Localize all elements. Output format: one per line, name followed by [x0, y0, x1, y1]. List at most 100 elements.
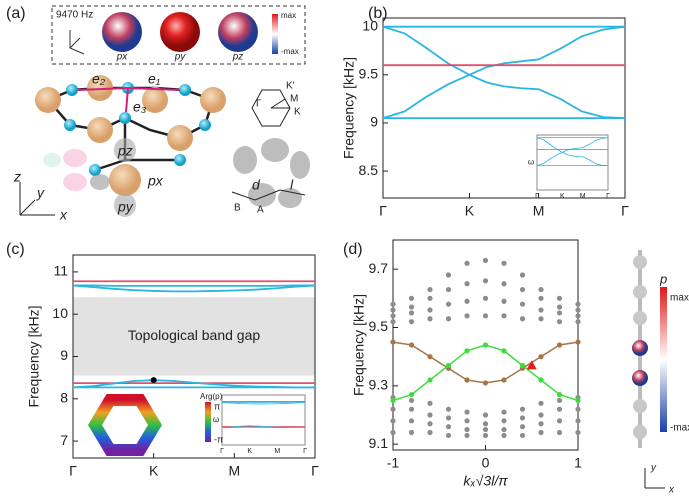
data-point	[464, 427, 469, 432]
data-point	[520, 363, 525, 368]
data-point	[409, 342, 414, 347]
y-axis-label: Frequency [kHz]	[351, 294, 367, 396]
data-point	[483, 296, 488, 301]
inset-tick-label: K	[560, 193, 565, 200]
mode-sphere	[160, 12, 200, 52]
data-point	[464, 281, 469, 286]
vector-label: e₁	[148, 71, 161, 87]
mode-sphere	[102, 12, 142, 52]
x-tick-label: Γ	[311, 463, 319, 479]
data-point	[446, 407, 451, 412]
data-point	[390, 339, 395, 344]
data-point	[575, 307, 580, 312]
orbital-label: px	[147, 173, 164, 189]
data-point	[538, 354, 543, 359]
data-point	[464, 409, 469, 414]
inset-y-label: ω	[528, 158, 534, 167]
axis-label: z	[13, 169, 21, 185]
data-point	[464, 313, 469, 318]
band-gap-label: Topological band gap	[128, 327, 261, 343]
geometry-label: d	[252, 177, 261, 193]
data-point	[409, 319, 414, 324]
data-point	[390, 418, 395, 423]
data-point	[427, 401, 432, 406]
data-point	[520, 316, 525, 321]
phase-min: -π	[214, 434, 223, 444]
data-point	[409, 304, 414, 309]
data-point	[483, 427, 488, 432]
x-tick-label: -1	[387, 455, 400, 471]
data-point	[390, 307, 395, 312]
orbital-label: pz	[117, 143, 133, 159]
data-point	[501, 409, 506, 414]
orbital-label: py	[117, 199, 134, 215]
data-point	[446, 316, 451, 321]
data-point	[446, 272, 451, 277]
inset-tick-label: Γ	[220, 448, 224, 455]
data-point	[446, 433, 451, 438]
highlight-point	[151, 377, 157, 383]
data-point	[557, 319, 562, 324]
data-point	[575, 398, 580, 403]
data-point	[557, 296, 562, 301]
field-min: -max	[670, 423, 689, 434]
data-point	[390, 302, 395, 307]
series-line	[383, 27, 625, 118]
data-point	[446, 424, 451, 429]
data-point	[483, 342, 488, 347]
data-point	[390, 319, 395, 324]
data-point	[427, 316, 432, 321]
axis-label: y	[36, 185, 45, 201]
colorbar-min: -max	[281, 47, 299, 56]
data-point	[427, 307, 432, 312]
field-title: p	[659, 271, 667, 286]
y-tick-label: 9.1	[369, 435, 389, 451]
data-point	[427, 354, 432, 359]
x-tick-label: 0	[482, 455, 490, 471]
data-point	[538, 412, 543, 417]
panel-label: (a)	[6, 5, 26, 22]
data-point	[520, 272, 525, 277]
y-tick-label: 8.5	[359, 162, 379, 178]
data-point	[575, 430, 580, 435]
data-point	[409, 418, 414, 423]
data-point	[501, 427, 506, 432]
data-point	[427, 430, 432, 435]
inset-tick-label: K	[247, 448, 252, 455]
panel-a: (a) 9470 Hz px py pz max -max e₂ e₁ e₃ p…	[6, 5, 310, 222]
x-tick-label: Γ	[621, 203, 629, 219]
data-point	[483, 421, 488, 426]
y-tick-label: 9.3	[369, 377, 389, 393]
colorbar	[272, 14, 278, 54]
data-point	[427, 377, 432, 382]
data-point	[557, 392, 562, 397]
data-point	[483, 433, 488, 438]
data-point	[409, 398, 414, 403]
data-point	[483, 380, 488, 385]
data-point	[483, 313, 488, 318]
data-point	[446, 415, 451, 420]
vector-label: e₂	[92, 71, 106, 87]
data-point	[409, 392, 414, 397]
axis-label: x	[59, 207, 68, 223]
data-point	[464, 299, 469, 304]
y-tick-label: 10	[52, 305, 68, 321]
data-point	[557, 304, 562, 309]
data-point	[390, 313, 395, 318]
y-tick-label: 9.5	[359, 65, 379, 81]
phase-colorbar	[205, 402, 211, 442]
data-point	[501, 313, 506, 318]
data-point	[557, 430, 562, 435]
bz-point: Γ	[256, 99, 262, 110]
inset-y-label: ω	[213, 415, 219, 424]
data-point	[575, 407, 580, 412]
panel-label: (d)	[343, 241, 363, 258]
data-point	[427, 421, 432, 426]
geometry-label: B	[234, 203, 241, 214]
y-tick-label: 9	[60, 347, 68, 363]
data-point	[575, 313, 580, 318]
data-point	[501, 281, 506, 286]
y-axis-label: Frequency [kHz]	[26, 306, 42, 408]
data-point	[520, 433, 525, 438]
data-point	[501, 299, 506, 304]
